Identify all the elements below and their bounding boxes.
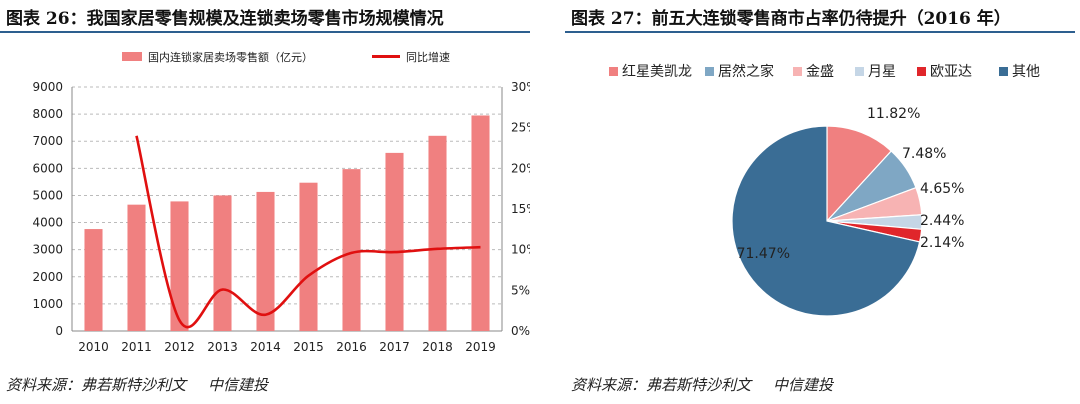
y-right-tick-label: 5% <box>511 283 530 297</box>
y-left-tick-label: 9000 <box>32 80 63 94</box>
pie-value-label: 2.14% <box>920 235 964 251</box>
pie-value-label: 2.44% <box>920 213 964 229</box>
legend-label: 金盛 <box>806 64 834 80</box>
x-tick-label: 2018 <box>422 340 453 354</box>
pie-slice <box>731 125 921 317</box>
x-tick-label: 2014 <box>250 340 281 354</box>
right-source-label: 资料来源：弗若斯特沙利文 <box>571 376 752 394</box>
combo-chart: 0 1000 2000 3000 4000 5000 6000 7000 8000 9000 0% 5… <box>32 50 530 354</box>
right-title-rule <box>565 31 1075 33</box>
legend-swatch-bars <box>122 52 142 61</box>
x-tick-label: 2015 <box>293 340 324 354</box>
y-right-tick-label: 20% <box>511 161 530 175</box>
y-left-tick-label: 3000 <box>32 243 63 257</box>
x-tick-label: 2016 <box>336 340 367 354</box>
bar <box>127 204 146 331</box>
y-right-tick-label: 0% <box>511 324 530 338</box>
y-left-tick-label: 2000 <box>32 270 63 284</box>
pie-value-label: 11.82% <box>867 106 920 122</box>
y-left-tick-label: 5000 <box>32 188 63 202</box>
bar <box>213 195 232 331</box>
left-source: 资料来源：弗若斯特沙利文 中信建投 <box>6 374 268 395</box>
left-source-label: 资料来源：弗若斯特沙利文 <box>6 376 187 394</box>
bar <box>385 152 404 331</box>
left-title-rule <box>0 31 530 33</box>
y-left-tick-label: 1000 <box>32 297 63 311</box>
legend-label: 红星美凯龙 <box>622 64 692 80</box>
y-left-tick-label: 8000 <box>32 107 63 121</box>
bar <box>170 201 189 331</box>
right-source: 资料来源：弗若斯特沙利文 中信建投 <box>571 374 833 395</box>
right-figure-title: 图表 27：前五大连锁零售商市占率仍待提升（2016 年） <box>571 9 1011 29</box>
legend-label: 其他 <box>1012 64 1040 80</box>
pie-value-label: 4.65% <box>920 181 964 197</box>
legend-swatch <box>793 67 802 76</box>
y-right-tick-label: 30% <box>511 80 530 94</box>
legend-swatch <box>999 67 1008 76</box>
y-right-tick-label: 25% <box>511 121 530 135</box>
legend-label-bars: 国内连锁家居卖场零售额（亿元） <box>148 50 313 64</box>
legend-swatch <box>705 67 714 76</box>
x-tick-label: 2013 <box>207 340 238 354</box>
legend-label: 居然之家 <box>718 63 774 80</box>
y-left-tick-label: 7000 <box>32 134 63 148</box>
legend-swatch <box>855 67 864 76</box>
pie-slice <box>826 125 893 223</box>
right-source-org: 中信建投 <box>773 376 834 394</box>
bar <box>299 182 318 331</box>
legend-swatch <box>917 67 926 76</box>
pie-value-label: 71.47% <box>737 246 790 262</box>
x-tick-label: 2019 <box>465 340 496 354</box>
bar <box>471 115 490 331</box>
pie-value-label: 7.48% <box>902 146 946 162</box>
legend-label: 欧亚达 <box>930 64 972 80</box>
x-tick-label: 2011 <box>121 340 152 354</box>
left-source-org: 中信建投 <box>208 376 269 394</box>
legend-label: 月星 <box>868 64 896 80</box>
y-left-tick-label: 4000 <box>32 216 63 230</box>
legend-label-line: 同比增速 <box>406 50 450 64</box>
left-figure-panel: 图表 26：我国家居零售规模及连锁卖场零售市场规模情况 0 1000 2000 300… <box>0 0 530 404</box>
left-figure-title: 图表 26：我国家居零售规模及连锁卖场零售市场规模情况 <box>6 9 444 29</box>
bar <box>84 229 103 331</box>
x-tick-label: 2010 <box>78 340 109 354</box>
growth-rate-line <box>135 135 481 329</box>
y-right-tick-label: 15% <box>511 202 530 216</box>
bar <box>256 191 275 331</box>
legend-swatch <box>609 67 618 76</box>
y-left-tick-label: 6000 <box>32 161 63 175</box>
y-left-tick-label: 0 <box>55 324 63 338</box>
x-tick-label: 2017 <box>379 340 410 354</box>
y-right-tick-label: 10% <box>511 243 530 257</box>
right-figure-panel: 图表 27：前五大连锁零售商市占率仍待提升（2016 年） 11.82% 7.48… <box>565 0 1080 404</box>
pie-chart: 11.82% 7.48% 4.65% 2.44% 2.14% 71.47% 红星美凯龙 居然之… <box>609 63 1040 317</box>
bar <box>342 169 361 331</box>
x-tick-label: 2012 <box>164 340 195 354</box>
bar <box>428 135 447 331</box>
